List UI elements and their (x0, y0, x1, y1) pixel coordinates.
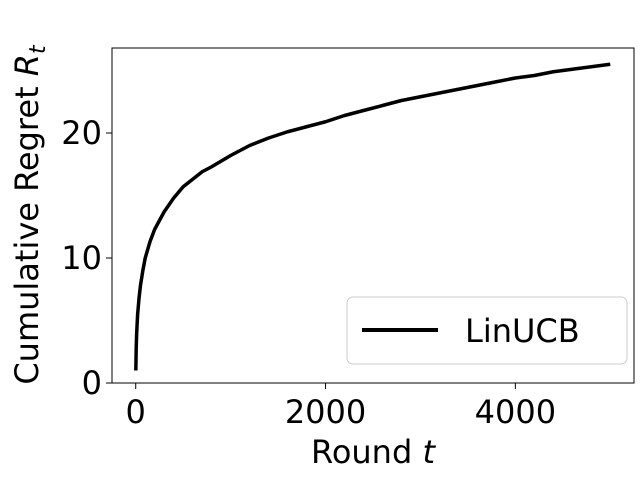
plot-frame (111, 47, 635, 384)
legend-box (346, 296, 628, 365)
legend: LinUCB (346, 296, 628, 365)
y-tick-label: 0 (82, 364, 102, 402)
series-line-linucb (134, 62, 611, 371)
y-tick-label: 20 (61, 114, 102, 152)
x-tick-label: 4000 (475, 393, 556, 431)
y-axis-label: Cumulative Regret Rt (8, 44, 51, 385)
legend-label-linucb: LinUCB (465, 312, 580, 350)
axis-ticks: 0 2000 4000 0 10 20 (61, 114, 556, 431)
y-tick-label: 10 (61, 239, 102, 277)
data-series (134, 62, 611, 371)
x-tick-label: 2000 (285, 393, 366, 431)
x-tick-label: 0 (126, 393, 146, 431)
x-axis-label: Round t (311, 433, 436, 471)
